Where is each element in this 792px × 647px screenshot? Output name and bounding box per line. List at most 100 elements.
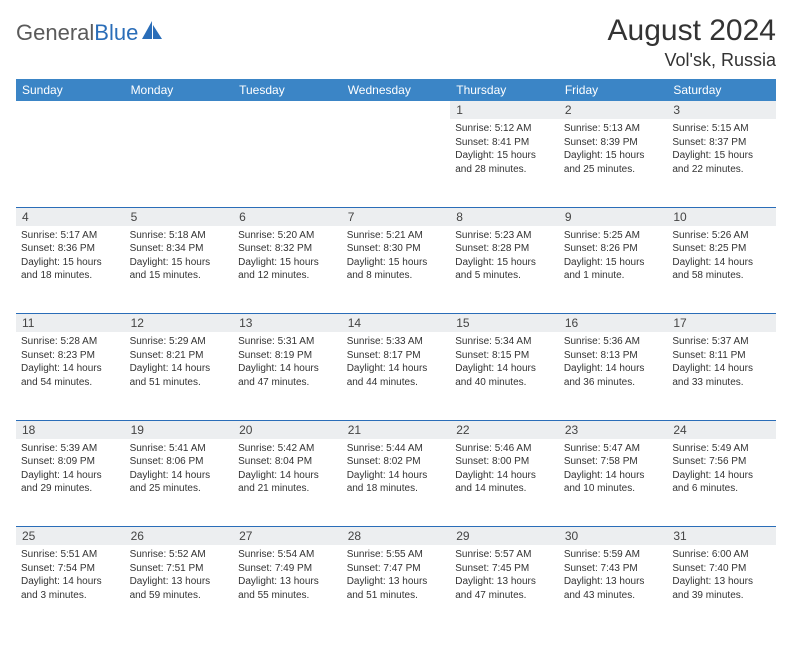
day-number: 9 xyxy=(565,210,572,224)
day-details: Sunrise: 5:17 AMSunset: 8:36 PMDaylight:… xyxy=(21,229,120,283)
day-number: 27 xyxy=(239,529,252,543)
day-number: 11 xyxy=(22,316,34,330)
day-header: Wednesday xyxy=(342,79,451,101)
day-details: Sunrise: 5:42 AMSunset: 8:04 PMDaylight:… xyxy=(238,442,337,496)
content-row: Sunrise: 5:51 AMSunset: 7:54 PMDaylight:… xyxy=(16,545,776,633)
day-header: Sunday xyxy=(16,79,125,101)
day-number: 12 xyxy=(131,316,144,330)
title-block: August 2024 Vol'sk, Russia xyxy=(608,14,776,71)
calendar-table: SundayMondayTuesdayWednesdayThursdayFrid… xyxy=(16,79,776,633)
content-row: Sunrise: 5:17 AMSunset: 8:36 PMDaylight:… xyxy=(16,226,776,314)
day-number: 16 xyxy=(565,316,578,330)
day-cell: Sunrise: 5:52 AMSunset: 7:51 PMDaylight:… xyxy=(125,545,234,633)
daynum-row: 18 192021 22 23 24 xyxy=(16,420,776,439)
day-cell: Sunrise: 5:46 AMSunset: 8:00 PMDaylight:… xyxy=(450,439,559,527)
day-number-cell: 28 xyxy=(342,527,451,546)
day-details: Sunrise: 5:26 AMSunset: 8:25 PMDaylight:… xyxy=(672,229,771,283)
day-number: 15 xyxy=(456,316,469,330)
day-number-cell: 10 xyxy=(667,207,776,226)
month-title: August 2024 xyxy=(608,14,776,48)
day-number: 23 xyxy=(565,423,578,437)
day-details: Sunrise: 5:49 AMSunset: 7:56 PMDaylight:… xyxy=(672,442,771,496)
day-number-cell: 30 xyxy=(559,527,668,546)
day-details: Sunrise: 5:41 AMSunset: 8:06 PMDaylight:… xyxy=(130,442,229,496)
daynum-row: 11 12 1314 15 16 17 xyxy=(16,314,776,333)
day-cell: Sunrise: 5:20 AMSunset: 8:32 PMDaylight:… xyxy=(233,226,342,314)
day-number: 2 xyxy=(565,103,572,117)
day-cell: Sunrise: 5:44 AMSunset: 8:02 PMDaylight:… xyxy=(342,439,451,527)
day-cell: Sunrise: 5:15 AMSunset: 8:37 PMDaylight:… xyxy=(667,119,776,207)
day-cell: Sunrise: 5:31 AMSunset: 8:19 PMDaylight:… xyxy=(233,332,342,420)
day-cell xyxy=(125,119,234,207)
day-details: Sunrise: 5:20 AMSunset: 8:32 PMDaylight:… xyxy=(238,229,337,283)
day-cell: Sunrise: 5:18 AMSunset: 8:34 PMDaylight:… xyxy=(125,226,234,314)
day-number: 31 xyxy=(673,529,686,543)
day-number-cell: 11 xyxy=(16,314,125,333)
day-number-cell: 27 xyxy=(233,527,342,546)
day-cell: Sunrise: 5:59 AMSunset: 7:43 PMDaylight:… xyxy=(559,545,668,633)
day-details: Sunrise: 5:57 AMSunset: 7:45 PMDaylight:… xyxy=(455,548,554,602)
day-number-cell: 19 xyxy=(125,420,234,439)
day-number: 1 xyxy=(456,103,463,117)
calendar-page: GeneralBlue August 2024 Vol'sk, Russia S… xyxy=(0,0,792,647)
day-number: 10 xyxy=(673,210,686,224)
day-cell: Sunrise: 5:54 AMSunset: 7:49 PMDaylight:… xyxy=(233,545,342,633)
day-details: Sunrise: 5:36 AMSunset: 8:13 PMDaylight:… xyxy=(564,335,663,389)
day-details: Sunrise: 5:31 AMSunset: 8:19 PMDaylight:… xyxy=(238,335,337,389)
day-number-cell: 22 xyxy=(450,420,559,439)
day-number-cell: 18 xyxy=(16,420,125,439)
day-details: Sunrise: 5:51 AMSunset: 7:54 PMDaylight:… xyxy=(21,548,120,602)
day-number-cell: 21 xyxy=(342,420,451,439)
day-number: 29 xyxy=(456,529,469,543)
day-number-cell: 20 xyxy=(233,420,342,439)
day-details: Sunrise: 5:29 AMSunset: 8:21 PMDaylight:… xyxy=(130,335,229,389)
day-number-cell: 13 xyxy=(233,314,342,333)
day-cell: Sunrise: 5:36 AMSunset: 8:13 PMDaylight:… xyxy=(559,332,668,420)
day-cell: Sunrise: 5:39 AMSunset: 8:09 PMDaylight:… xyxy=(16,439,125,527)
header: GeneralBlue August 2024 Vol'sk, Russia xyxy=(16,14,776,71)
day-number-cell: 9 xyxy=(559,207,668,226)
day-cell: Sunrise: 5:34 AMSunset: 8:15 PMDaylight:… xyxy=(450,332,559,420)
day-number: 3 xyxy=(673,103,680,117)
day-number: 17 xyxy=(673,316,686,330)
location: Vol'sk, Russia xyxy=(608,50,776,71)
day-header: Saturday xyxy=(667,79,776,101)
day-cell: Sunrise: 5:42 AMSunset: 8:04 PMDaylight:… xyxy=(233,439,342,527)
day-number-cell xyxy=(125,101,234,119)
day-number-cell: 17 xyxy=(667,314,776,333)
day-number-cell: 14 xyxy=(342,314,451,333)
day-details: Sunrise: 5:47 AMSunset: 7:58 PMDaylight:… xyxy=(564,442,663,496)
day-cell: Sunrise: 5:17 AMSunset: 8:36 PMDaylight:… xyxy=(16,226,125,314)
day-number-cell: 3 xyxy=(667,101,776,119)
day-details: Sunrise: 5:55 AMSunset: 7:47 PMDaylight:… xyxy=(347,548,446,602)
sail-icon xyxy=(142,21,164,46)
day-number: 18 xyxy=(22,423,35,437)
day-number-cell xyxy=(16,101,125,119)
day-number-cell: 8 xyxy=(450,207,559,226)
day-number: 25 xyxy=(22,529,35,543)
day-details: Sunrise: 5:13 AMSunset: 8:39 PMDaylight:… xyxy=(564,122,663,176)
day-cell: Sunrise: 5:26 AMSunset: 8:25 PMDaylight:… xyxy=(667,226,776,314)
day-cell: Sunrise: 5:41 AMSunset: 8:06 PMDaylight:… xyxy=(125,439,234,527)
day-number-cell: 24 xyxy=(667,420,776,439)
day-cell: Sunrise: 5:25 AMSunset: 8:26 PMDaylight:… xyxy=(559,226,668,314)
day-header: Monday xyxy=(125,79,234,101)
day-number: 30 xyxy=(565,529,578,543)
day-number: 8 xyxy=(456,210,463,224)
content-row: Sunrise: 5:28 AMSunset: 8:23 PMDaylight:… xyxy=(16,332,776,420)
day-details: Sunrise: 5:21 AMSunset: 8:30 PMDaylight:… xyxy=(347,229,446,283)
day-header: Tuesday xyxy=(233,79,342,101)
calendar-body: 123Sunrise: 5:12 AMSunset: 8:41 PMDaylig… xyxy=(16,101,776,633)
day-details: Sunrise: 5:33 AMSunset: 8:17 PMDaylight:… xyxy=(347,335,446,389)
day-number-cell: 25 xyxy=(16,527,125,546)
daynum-row: 1 2 3 xyxy=(16,101,776,119)
day-number-cell: 4 xyxy=(16,207,125,226)
day-number: 22 xyxy=(456,423,469,437)
day-cell xyxy=(16,119,125,207)
day-number-cell: 5 xyxy=(125,207,234,226)
day-details: Sunrise: 5:54 AMSunset: 7:49 PMDaylight:… xyxy=(238,548,337,602)
day-number-cell: 23 xyxy=(559,420,668,439)
calendar-header-row: SundayMondayTuesdayWednesdayThursdayFrid… xyxy=(16,79,776,101)
content-row: Sunrise: 5:12 AMSunset: 8:41 PMDaylight:… xyxy=(16,119,776,207)
day-number: 26 xyxy=(131,529,144,543)
